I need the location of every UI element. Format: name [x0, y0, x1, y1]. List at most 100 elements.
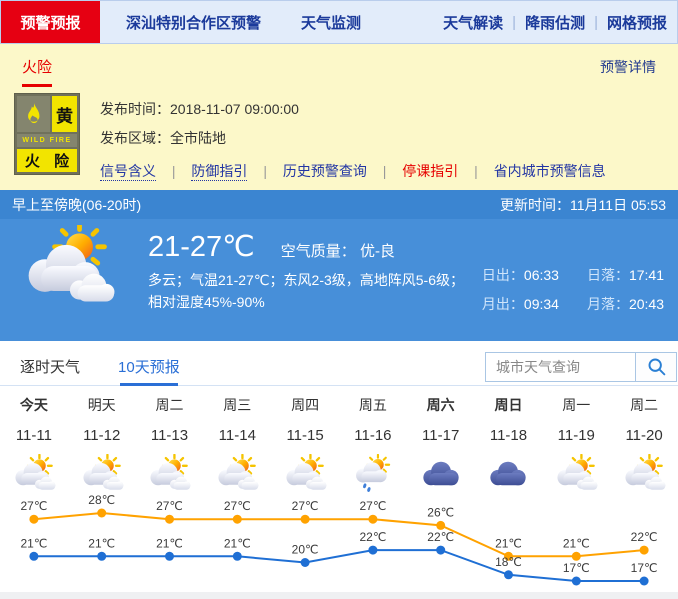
svg-text:26℃: 26℃ [427, 505, 454, 519]
date-label: 11-18 [489, 427, 528, 444]
description-line-2: 相对湿度45%-90% [148, 294, 265, 310]
publish-time-label: 发布时间： [100, 101, 170, 117]
sun-moon-times: 日出：06:33 日落：17:41 月出：09:34 月落：20:43 [482, 265, 664, 314]
separator: | [171, 163, 176, 179]
weekday-label: 周六 [426, 397, 455, 413]
city-search [485, 351, 677, 382]
date-label: 11-17 [422, 427, 460, 444]
date-label: 11-19 [557, 427, 595, 444]
forecast-day-column: 周二 11-20 [610, 395, 678, 493]
weekday-label: 周五 [358, 397, 387, 413]
temperature-range: 21-27℃ [148, 231, 255, 263]
forecast-day-column: 周三 11-14 [203, 395, 271, 493]
svg-text:17℃: 17℃ [631, 561, 658, 575]
link-grid-forecast[interactable]: 网格预报 [606, 14, 667, 32]
separator: | [382, 163, 387, 179]
link-defense-guide[interactable]: 防御指引 [191, 163, 248, 181]
svg-text:20℃: 20℃ [292, 543, 319, 557]
sunrise-value: 06:33 [523, 267, 559, 283]
shower-icon [339, 453, 407, 493]
current-weather-panel: 早上至傍晚(06-20时) 更新时间：11月11日 05:53 21-27℃ 空… [0, 190, 678, 341]
forecast-tabs-bar: 逐时天气 10天预报 [0, 348, 678, 386]
tab-hourly-weather[interactable]: 逐时天气 [20, 359, 81, 376]
date-label: 11-20 [625, 427, 663, 444]
link-history-query[interactable]: 历史预警查询 [282, 163, 367, 179]
link-weather-interpretation[interactable]: 天气解读 [443, 14, 504, 32]
forecast-day-column: 周二 11-13 [136, 395, 204, 493]
publish-area-label: 发布区域： [100, 130, 170, 146]
svg-text:22℃: 22℃ [427, 530, 454, 544]
cloudy-icon [475, 453, 543, 493]
temp-row: 21-27℃ 空气质量： 优-良 [148, 229, 464, 264]
sunset-value: 17:41 [628, 267, 664, 283]
link-province-warnings[interactable]: 省内城市预警信息 [493, 163, 606, 179]
weekday-label: 周二 [155, 397, 184, 413]
nav-weather-monitor[interactable]: 天气监测 [301, 14, 362, 32]
sunset-label: 日落： [586, 267, 629, 283]
warning-detail-link[interactable]: 预警详情 [600, 58, 656, 75]
date-label: 11-15 [286, 427, 324, 444]
svg-text:21℃: 21℃ [224, 536, 251, 550]
badge-level-char: 黄 [52, 96, 77, 132]
svg-text:21℃: 21℃ [495, 536, 522, 550]
partly-cloudy-icon [203, 453, 271, 493]
fire-alert-panel: 黄 WILD FIRE 火 险 发布时间：2018-11-07 09:00:00… [0, 89, 678, 190]
svg-text:28℃: 28℃ [88, 493, 115, 507]
badge-top-row: 黄 [17, 96, 77, 132]
description-line-1: 多云；气温21-27℃；东风2-3级，高地阵风5-6级； [148, 272, 464, 288]
publish-area-value: 全市陆地 [170, 130, 226, 146]
separator: | [512, 13, 517, 31]
date-label: 11-13 [150, 427, 189, 444]
link-signal-meaning[interactable]: 信号含义 [100, 163, 156, 181]
publish-time-value: 2018-11-07 09:00:00 [170, 101, 299, 117]
sunset-time: 日落：17:41 [587, 265, 664, 285]
svg-text:21℃: 21℃ [156, 536, 183, 550]
date-label: 11-16 [354, 427, 392, 444]
search-input[interactable] [485, 351, 635, 382]
badge-type-en: WILD FIRE [17, 134, 77, 147]
svg-text:22℃: 22℃ [359, 530, 386, 544]
tab-ten-day-forecast[interactable]: 10天预报 [118, 348, 180, 385]
forecast-day-column: 周一 11-19 [542, 395, 610, 493]
forecast-day-column: 周日 11-18 [475, 395, 543, 493]
badge-type-cn: 火 险 [17, 149, 77, 172]
weekday-label: 周一 [562, 397, 591, 413]
svg-text:21℃: 21℃ [563, 536, 590, 550]
link-class-suspension[interactable]: 停课指引 [402, 163, 459, 179]
partly-cloudy-icon [68, 453, 136, 493]
svg-text:21℃: 21℃ [88, 536, 115, 550]
air-quality: 空气质量： 优-良 [281, 240, 395, 261]
svg-text:27℃: 27℃ [292, 499, 319, 513]
date-label: 11-14 [218, 427, 256, 444]
partly-cloudy-icon [20, 221, 116, 307]
forecast-day-column: 明天 11-12 [68, 395, 136, 493]
cloudy-icon [407, 453, 475, 493]
separator: | [474, 163, 478, 179]
weekday-label: 周三 [223, 397, 252, 413]
svg-text:21℃: 21℃ [20, 536, 47, 550]
moonrise-time: 月出：09:34 [482, 294, 559, 314]
fire-warning-badge: 黄 WILD FIRE 火 险 [14, 93, 80, 175]
forecast-day-column: 周五 11-16 [339, 395, 407, 493]
search-button[interactable] [635, 351, 677, 382]
forecast-day-column: 今天 11-11 [0, 395, 68, 493]
link-rain-estimate[interactable]: 降雨估测 [525, 14, 586, 32]
current-weather-body: 21-27℃ 空气质量： 优-良 多云；气温21-27℃；东风2-3级，高地阵风… [0, 219, 678, 341]
nav-shenshan-warning[interactable]: 深汕特别合作区预警 [126, 14, 262, 32]
partly-cloudy-icon [610, 453, 678, 493]
top-navigation: 预警预报 深汕特别合作区预警 天气监测 天气解读 | 降雨估测 | 网格预报 [0, 0, 678, 44]
ten-day-forecast: 今天 11-11 明天 11-12 周二 11-13 周三 11-14 周四 11-15 周五 11-… [0, 386, 678, 599]
alert-links-row: 信号含义 | 防御指引 | 历史预警查询 | 停课指引 | 省内城市预警信息 [100, 161, 606, 181]
tab-fire-risk[interactable]: 火险 [22, 44, 52, 89]
moonset-label: 月落： [586, 296, 629, 312]
moonrise-value: 09:34 [523, 296, 559, 312]
flame-icon [17, 96, 50, 132]
sunrise-time: 日出：06:33 [482, 265, 559, 285]
date-label: 11-11 [15, 427, 52, 444]
separator: | [594, 13, 598, 31]
weather-description: 多云；气温21-27℃；东风2-3级，高地阵风5-6级； 相对湿度45%-90% [148, 269, 464, 313]
current-weather-header: 早上至傍晚(06-20时) 更新时间：11月11日 05:53 [0, 190, 678, 219]
partly-cloudy-icon [271, 453, 339, 493]
tab-warning-forecast[interactable]: 预警预报 [1, 1, 100, 43]
sunrise-label: 日出： [481, 267, 524, 283]
